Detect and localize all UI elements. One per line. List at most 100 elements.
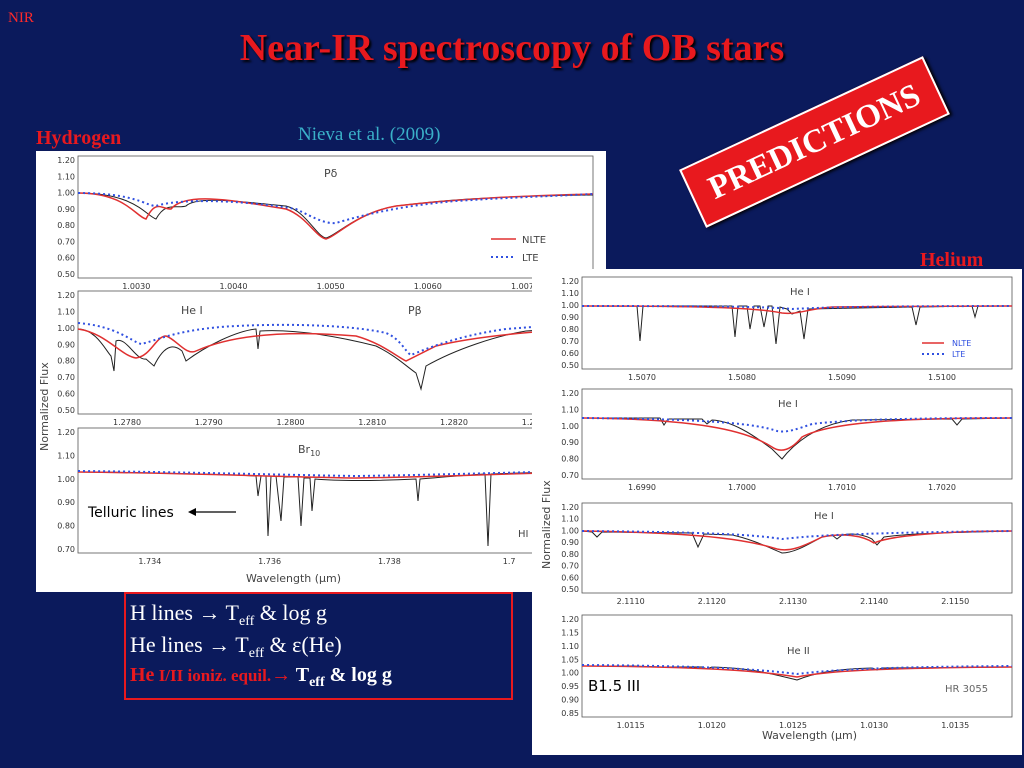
y-tick-label: 0.70 [57,237,75,246]
x-tick-label: 1.0030 [122,282,150,291]
x-tick-label: 1.7020 [928,483,956,492]
y-tick-label: 1.00 [57,475,75,484]
panel-label: He I [778,399,798,410]
y-tick-label: 1.05 [561,655,579,664]
x-tick-label: 1.5100 [928,373,956,382]
y-tick-label: 0.60 [561,349,579,358]
x-tick-label: 1.0130 [860,721,888,730]
y-axis-label: Normalized Flux [38,362,51,451]
axis-ticks: 1.20 1.10 1.00 0.90 0.80 0.70 0.60 0.50 1.0030 1.… [57,156,550,566]
x-tick-label: 1.0070 [511,282,539,291]
star-id: HR 3055 [945,684,988,695]
x-tick-label: 1.6990 [628,483,656,492]
x-tick-label: 1.738 [378,557,401,566]
legend-lte: LTE [522,253,539,264]
x-tick-label: 1.0050 [317,282,345,291]
arrow-icon: → [198,600,221,625]
lte-model [77,470,594,478]
helium-spectra-plot: Normalized Flux Wavelength (μm) He I NLT… [540,276,1013,742]
y-tick-label: 0.60 [57,390,75,399]
y-tick-label: 0.95 [561,682,579,691]
panel-frame [77,155,594,279]
y-tick-label: 1.00 [561,669,579,678]
panel-label: He I [181,304,203,317]
helium-label: Helium [920,249,984,271]
legend-lte: LTE [952,350,965,359]
panel-corner-text: HI [518,529,528,540]
y-tick-label: 0.70 [561,337,579,346]
y-tick-label: 1.10 [57,451,75,460]
panel-label: Br10 [298,443,320,458]
x-tick-label: 1.5080 [728,373,756,382]
y-tick-label: 1.20 [561,503,579,512]
summary-line-ionization: He I/II ioniz. equil.→ Teff & log g [130,664,392,690]
panel-frame [581,276,1013,370]
y-tick-label: 1.00 [561,301,579,310]
y-tick-label: 1.10 [57,172,75,181]
y-tick-label: 0.70 [561,471,579,480]
x-tick-label: 1.734 [138,557,161,566]
x-tick-label: 1.0040 [219,282,247,291]
y-tick-label: 0.90 [57,340,75,349]
x-tick-label: 2.1120 [698,597,726,606]
nlte-model [581,417,1013,451]
nlte-model [77,471,594,479]
y-tick-label: 0.50 [561,361,579,370]
y-tick-label: 0.90 [57,498,75,507]
y-tick-label: 0.90 [561,438,579,447]
helium-spectra-figure: Normalized Flux Wavelength (μm) He I NLT… [532,269,1022,755]
x-tick-label: 1.2810 [358,418,386,427]
x-tick-label: 2.1150 [941,597,969,606]
x-tick-label: 1.2790 [195,418,223,427]
legend: NLTE LTE [491,235,546,264]
x-tick-label: 1.0125 [779,721,807,730]
corner-tag: NIR [8,10,34,26]
legend-nlte: NLTE [522,235,546,246]
panel-label: He II [787,646,810,657]
x-tick-label: 2.1140 [860,597,888,606]
legend-nlte: NLTE [952,339,971,348]
lte-model [581,530,1013,541]
x-tick-label: 1.0115 [617,721,645,730]
panel-label: He I [814,511,834,522]
y-tick-label: 1.20 [57,428,75,437]
y-tick-label: 0.90 [561,313,579,322]
lte-model [77,322,594,357]
y-tick-label: 0.70 [57,373,75,382]
y-tick-label: 0.70 [561,562,579,571]
y-tick-label: 0.50 [57,406,75,415]
y-tick-label: 0.50 [57,270,75,279]
x-axis-label: Wavelength (μm) [246,572,341,585]
x-tick-label: 1.7010 [828,483,856,492]
observed-spectrum [77,192,594,239]
nlte-model [77,192,594,240]
x-tick-label: 1.0060 [414,282,442,291]
panel-frame [581,502,1013,594]
x-tick-label: 1.2820 [440,418,468,427]
y-tick-label: 0.80 [561,325,579,334]
y-tick-label: 0.60 [561,573,579,582]
telluric-label: Telluric lines [87,505,174,521]
y-tick-label: 1.20 [561,389,579,398]
legend: NLTE LTE [922,339,971,359]
panel-frame [77,427,594,554]
predictions-stamp: PREDICTIONS [679,56,950,228]
lte-model [581,417,1013,433]
observed-spectrum [582,417,1013,460]
citation: Nieva et al. (2009) [298,124,441,145]
y-tick-label: 0.90 [561,696,579,705]
nlte-model [581,665,1013,678]
y-tick-label: 1.10 [561,289,579,298]
telluric-annotation: Telluric lines [87,505,236,521]
summary-line-hydrogen: H lines → Teff & log g [130,600,328,629]
panel-label-secondary: Pβ [408,304,422,317]
hydrogen-spectra-plot: Normalized Flux Wavelength (μm) Pδ NLTE … [38,155,594,585]
panel-label: Pδ [324,167,338,180]
y-tick-label: 0.85 [561,709,579,718]
x-tick-label: 1.7 [503,557,516,566]
y-tick-label: 0.60 [57,254,75,263]
summary-box: H lines → Teff & log g He lines → Teff &… [124,592,513,700]
y-tick-label: 0.90 [57,205,75,214]
y-tick-label: 1.00 [57,189,75,198]
hydrogen-spectra-figure: Normalized Flux Wavelength (μm) Pδ NLTE … [36,151,606,592]
